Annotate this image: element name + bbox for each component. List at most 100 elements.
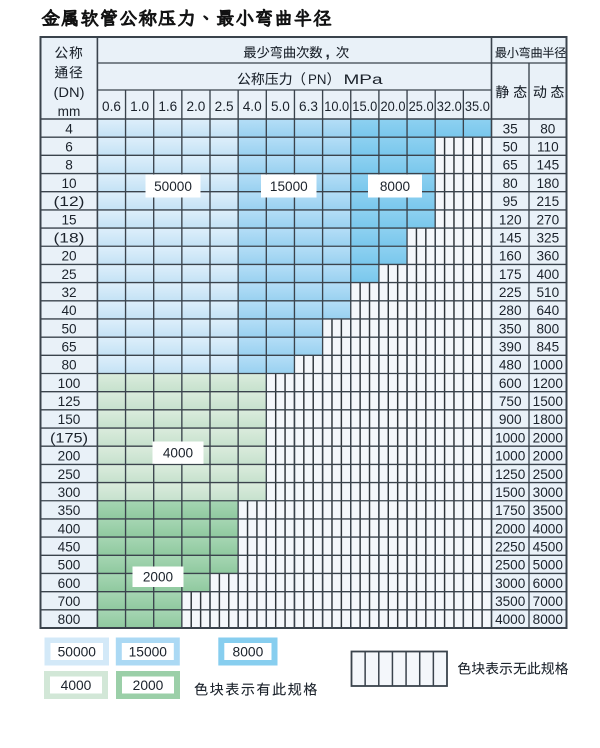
svg-text:2.0: 2.0 bbox=[186, 99, 205, 114]
svg-text:400: 400 bbox=[58, 521, 81, 536]
svg-text:10: 10 bbox=[61, 176, 77, 191]
svg-text:5000: 5000 bbox=[533, 558, 564, 573]
svg-text:480: 480 bbox=[499, 358, 522, 373]
svg-text:1200: 1200 bbox=[533, 376, 564, 391]
svg-text:300: 300 bbox=[58, 485, 81, 500]
svg-text:2500: 2500 bbox=[495, 558, 526, 573]
svg-text:3000: 3000 bbox=[495, 576, 526, 591]
svg-text:3000: 3000 bbox=[533, 485, 564, 500]
svg-text:(18): (18) bbox=[54, 231, 85, 246]
svg-text:325: 325 bbox=[536, 231, 559, 246]
svg-text:6: 6 bbox=[65, 140, 73, 155]
svg-text:50000: 50000 bbox=[58, 644, 97, 659]
svg-text:3500: 3500 bbox=[495, 594, 526, 609]
svg-text:1250: 1250 bbox=[495, 467, 526, 482]
svg-text:510: 510 bbox=[536, 285, 559, 300]
svg-text:1500: 1500 bbox=[495, 485, 526, 500]
svg-text:50000: 50000 bbox=[154, 179, 192, 194]
svg-text:(175): (175) bbox=[50, 430, 88, 445]
svg-text:145: 145 bbox=[536, 158, 559, 173]
svg-text:4000: 4000 bbox=[163, 446, 194, 461]
svg-text:800: 800 bbox=[58, 612, 81, 627]
svg-text:160: 160 bbox=[499, 249, 522, 264]
svg-text:35.0: 35.0 bbox=[465, 99, 490, 114]
svg-text:700: 700 bbox=[58, 594, 81, 609]
svg-text:2000: 2000 bbox=[533, 449, 564, 464]
svg-text:15.0: 15.0 bbox=[352, 99, 377, 114]
svg-text:15: 15 bbox=[61, 212, 76, 227]
svg-text:640: 640 bbox=[536, 303, 559, 318]
svg-text:215: 215 bbox=[536, 194, 559, 209]
svg-text:4.0: 4.0 bbox=[243, 99, 262, 114]
svg-text:270: 270 bbox=[536, 212, 559, 227]
svg-text:750: 750 bbox=[499, 394, 522, 409]
svg-text:600: 600 bbox=[58, 576, 81, 591]
svg-text:1000: 1000 bbox=[495, 430, 526, 445]
svg-text:4000: 4000 bbox=[61, 678, 92, 693]
svg-text:4000: 4000 bbox=[533, 521, 564, 536]
svg-text:50: 50 bbox=[503, 140, 519, 155]
svg-text:180: 180 bbox=[536, 176, 559, 191]
svg-text:80: 80 bbox=[503, 176, 519, 191]
svg-text:800: 800 bbox=[536, 321, 559, 336]
svg-text:2250: 2250 bbox=[495, 540, 526, 555]
svg-text:8: 8 bbox=[65, 158, 73, 173]
svg-text:6.3: 6.3 bbox=[299, 99, 318, 114]
svg-text:500: 500 bbox=[58, 558, 81, 573]
svg-text:,: , bbox=[326, 44, 330, 61]
svg-text:25.0: 25.0 bbox=[409, 99, 434, 114]
svg-text:200: 200 bbox=[58, 449, 81, 464]
svg-text:8000: 8000 bbox=[533, 612, 564, 627]
svg-text:4: 4 bbox=[65, 121, 73, 136]
svg-text:2000: 2000 bbox=[533, 430, 564, 445]
svg-text:95: 95 bbox=[503, 194, 518, 209]
svg-text:450: 450 bbox=[58, 540, 81, 555]
svg-text:20.0: 20.0 bbox=[381, 99, 406, 114]
svg-text:4000: 4000 bbox=[495, 612, 526, 627]
svg-text:80: 80 bbox=[540, 121, 556, 136]
svg-text:32: 32 bbox=[61, 285, 76, 300]
svg-text:65: 65 bbox=[61, 340, 76, 355]
svg-text:5.0: 5.0 bbox=[271, 99, 290, 114]
svg-text:2000: 2000 bbox=[495, 521, 526, 536]
svg-text:4500: 4500 bbox=[533, 540, 564, 555]
svg-text:110: 110 bbox=[537, 140, 559, 155]
svg-text:8000: 8000 bbox=[233, 644, 264, 659]
svg-text:175: 175 bbox=[499, 267, 522, 282]
svg-text:1800: 1800 bbox=[533, 412, 564, 427]
svg-text:7000: 7000 bbox=[533, 594, 564, 609]
svg-text:250: 250 bbox=[58, 467, 81, 482]
svg-text:350: 350 bbox=[499, 321, 522, 336]
svg-text:50: 50 bbox=[61, 321, 77, 336]
svg-text:(12): (12) bbox=[54, 194, 85, 209]
svg-text:600: 600 bbox=[499, 376, 522, 391]
svg-text:3500: 3500 bbox=[533, 503, 564, 518]
svg-text:1000: 1000 bbox=[533, 358, 564, 373]
svg-text:15000: 15000 bbox=[129, 644, 168, 659]
svg-text:100: 100 bbox=[58, 376, 81, 391]
svg-text:900: 900 bbox=[499, 412, 522, 427]
svg-text:1750: 1750 bbox=[495, 503, 526, 518]
svg-text:1.6: 1.6 bbox=[158, 99, 177, 114]
svg-text:8000: 8000 bbox=[380, 179, 411, 194]
svg-text:1.0: 1.0 bbox=[130, 99, 149, 114]
svg-text:2.5: 2.5 bbox=[215, 99, 234, 114]
svg-text:350: 350 bbox=[58, 503, 81, 518]
svg-text:6000: 6000 bbox=[533, 576, 564, 591]
svg-text:20: 20 bbox=[61, 249, 77, 264]
svg-text:65: 65 bbox=[503, 158, 518, 173]
svg-text:360: 360 bbox=[536, 249, 559, 264]
svg-text:15000: 15000 bbox=[270, 179, 308, 194]
svg-text:10.0: 10.0 bbox=[324, 99, 349, 114]
svg-text:2500: 2500 bbox=[533, 467, 564, 482]
svg-text:40: 40 bbox=[61, 303, 77, 318]
svg-text:2000: 2000 bbox=[133, 678, 164, 693]
svg-text:PN: PN bbox=[308, 72, 327, 88]
svg-text:145: 145 bbox=[499, 231, 522, 246]
svg-text:35: 35 bbox=[503, 121, 518, 136]
svg-text:150: 150 bbox=[58, 412, 81, 427]
svg-text:225: 225 bbox=[499, 285, 522, 300]
svg-text:280: 280 bbox=[499, 303, 522, 318]
svg-text:2000: 2000 bbox=[143, 570, 174, 585]
svg-text:0.6: 0.6 bbox=[102, 99, 121, 114]
